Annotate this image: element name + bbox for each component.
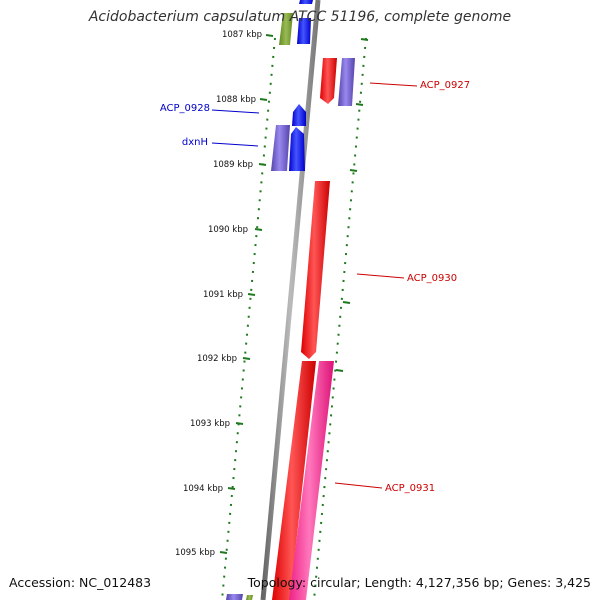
- outer-dotted-ring: [313, 37, 367, 600]
- tick-label-1090: 1090 kbp: [208, 225, 248, 235]
- accession-text: Accession: NC_012483: [9, 575, 152, 590]
- tick-label-1092: 1092 kbp: [197, 354, 237, 364]
- gene-red-lower[interactable]: [272, 361, 316, 600]
- tick-label-1091: 1091 kbp: [203, 290, 243, 300]
- gene-purple-inner[interactable]: [271, 125, 290, 171]
- label-leaders: [211, 82, 418, 489]
- gene-acp-0930[interactable]: [301, 181, 330, 359]
- topology-text: Topology: circular; Length: 4,127,356 bp…: [247, 575, 591, 590]
- label-acp-0928[interactable]: ACP_0928: [160, 103, 210, 114]
- gene-purple-outer[interactable]: [338, 58, 355, 106]
- label-acp-0927[interactable]: ACP_0927: [420, 80, 470, 91]
- gene-acp-0931[interactable]: [289, 361, 334, 600]
- gene-olive-bottom[interactable]: [246, 595, 253, 600]
- gene-blue-top[interactable]: [299, 0, 313, 4]
- label-dxnh[interactable]: dxnH: [182, 137, 208, 148]
- tick-label-1093: 1093 kbp: [190, 419, 230, 429]
- gene-acp-0927[interactable]: [320, 58, 337, 104]
- gene-purple-bottom[interactable]: [226, 594, 243, 600]
- genome-backbone: [260, 0, 321, 600]
- gene-acp-0928[interactable]: [292, 104, 306, 126]
- tick-labels: 1087 kbp 1088 kbp 1089 kbp 1090 kbp 1091…: [175, 30, 262, 558]
- gene-blue-1087[interactable]: [297, 18, 311, 44]
- tick-label-1095: 1095 kbp: [175, 548, 215, 558]
- inner-dotted-ring: [221, 37, 276, 600]
- genes: [226, 0, 355, 600]
- label-acp-0930[interactable]: ACP_0930: [407, 273, 457, 284]
- tick-label-1088: 1088 kbp: [216, 95, 256, 105]
- tick-label-1094: 1094 kbp: [183, 484, 223, 494]
- tick-marks: [219, 34, 369, 554]
- label-acp-0931[interactable]: ACP_0931: [385, 483, 435, 494]
- gene-olive[interactable]: [279, 13, 293, 45]
- tick-label-1089: 1089 kbp: [213, 160, 253, 170]
- gene-dxnh[interactable]: [289, 127, 305, 171]
- gene-labels: ACP_0927 ACP_0928 dxnH ACP_0930 ACP_0931: [160, 80, 470, 494]
- tick-label-1087: 1087 kbp: [222, 30, 262, 40]
- map-title: Acidobacterium capsulatum ATCC 51196, co…: [88, 9, 512, 25]
